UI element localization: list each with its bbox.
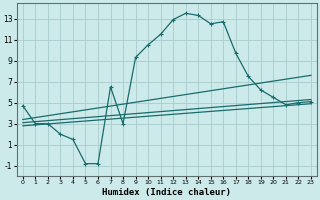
X-axis label: Humidex (Indice chaleur): Humidex (Indice chaleur) [102,188,231,197]
